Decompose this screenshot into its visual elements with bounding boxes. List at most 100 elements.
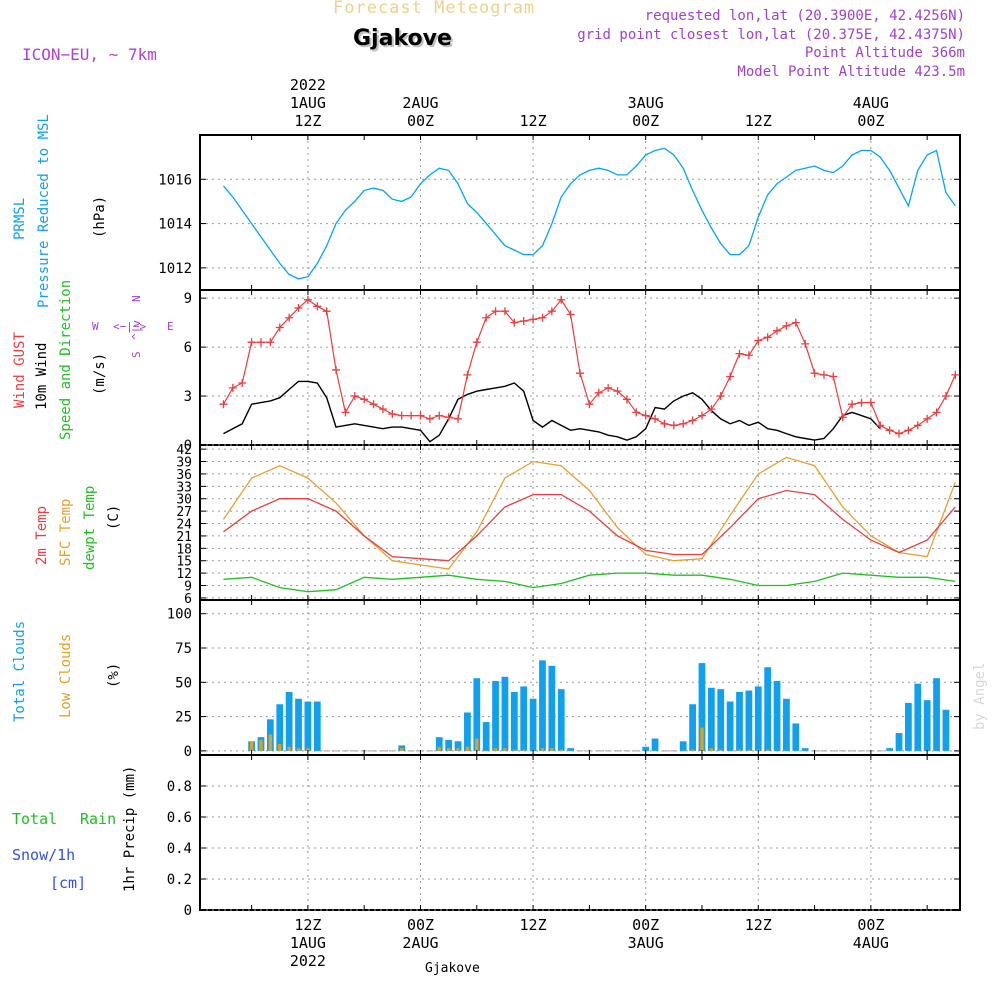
total-cloud-bar	[454, 741, 462, 751]
header-title: Forecast Meteogram	[333, 0, 536, 18]
pressure-label-prmsl: PRMSL	[12, 198, 28, 240]
wind-gust-marker	[754, 336, 763, 345]
wind-gust-marker	[360, 395, 369, 404]
x-axis-top-label: 3AUG	[628, 94, 664, 112]
total-cloud-bar	[689, 704, 696, 751]
wind-gust-marker	[632, 408, 641, 417]
x-axis-bottom-label: 12Z	[294, 916, 321, 934]
dewpt-line	[223, 572, 956, 593]
wind-gust-marker	[810, 369, 819, 378]
wind-gust-marker	[923, 414, 932, 423]
wind-gust-marker	[801, 339, 810, 348]
total-cloud-bar	[914, 683, 922, 751]
total-cloud-bar	[482, 722, 490, 751]
low-cloud-bar	[475, 738, 479, 751]
y-tick-label: 42	[176, 443, 192, 458]
wind-panel-frame	[199, 289, 961, 446]
pressure-panel-frame	[199, 134, 961, 291]
wind-gust-marker	[782, 321, 791, 330]
y-tick-label: 75	[175, 641, 192, 657]
low-cloud-bar	[296, 748, 301, 751]
y-tick-label: 30	[176, 493, 192, 508]
wind-gust-marker	[332, 365, 341, 374]
footer-location: Gjakove	[425, 961, 480, 976]
wind-gust-marker	[932, 408, 941, 417]
wind-gust-marker	[848, 400, 857, 409]
wind-gust-marker	[303, 295, 312, 304]
wind-gust-marker	[557, 295, 566, 304]
total-cloud-bar	[501, 676, 509, 751]
total-cloud-bar	[651, 738, 659, 751]
total-cloud-bar	[276, 704, 284, 751]
wind-gust-marker	[735, 349, 744, 358]
low-cloud-bar	[559, 749, 563, 751]
x-axis-bottom-label: 2022	[290, 952, 326, 970]
wind-gust-marker	[604, 383, 613, 392]
x-axis-bottom-label: 12Z	[520, 916, 547, 934]
x-axis-top-label: 12Z	[294, 112, 321, 130]
wind-gust-marker	[407, 411, 416, 420]
total-cloud-bar	[313, 701, 321, 751]
low-cloud-bar	[259, 739, 263, 751]
wind-gust-marker	[219, 400, 228, 409]
total-cloud-bar	[492, 680, 499, 751]
wind-gust-marker	[266, 338, 275, 347]
wind-gust-label: Wind GUST	[12, 332, 28, 408]
low-cloud-bar	[268, 734, 273, 751]
requested-coords: requested lon,lat (20.3900E, 42.4256N)	[644, 8, 965, 24]
total-cloud-bar	[698, 663, 706, 751]
y-tick-label: 0.2	[167, 872, 192, 888]
total-cloud-bar	[754, 686, 762, 751]
model-name: ICON−EU, ∼ 7km	[22, 45, 157, 64]
wind-gust-line	[222, 298, 956, 435]
wind-10m-label: 10m Wind	[34, 343, 50, 410]
wind-gust-marker	[397, 411, 406, 420]
grid-lines	[200, 135, 960, 911]
low-cloud-bar	[737, 749, 742, 751]
x-axis-top-label: 4AUG	[853, 94, 889, 112]
total-cloud-bar	[726, 701, 734, 751]
y-tick-label: 9	[184, 580, 192, 595]
precip-rain-label: Rain	[80, 810, 116, 828]
low-cloud-bar	[709, 748, 714, 751]
total-cloud-bar	[435, 737, 443, 751]
model-altitude: Model Point Altitude 423.5m	[737, 64, 965, 80]
wind-gust-marker	[547, 307, 556, 316]
total-cloud-bar	[304, 701, 312, 751]
cloud-unit: (%)	[106, 663, 122, 688]
total-cloud-bar	[942, 709, 950, 751]
wind-gust-marker	[247, 338, 256, 347]
credit-label: by Angel	[972, 663, 988, 730]
pressure-line	[223, 147, 956, 280]
wind-gust-marker	[763, 333, 772, 342]
low-cloud-bar	[278, 744, 282, 751]
compass-arrows-v: ^|v	[130, 320, 143, 340]
total-cloud-bar	[567, 748, 574, 751]
wind-gust-marker	[613, 387, 622, 396]
low-cloud-bar	[456, 748, 460, 751]
low-cloud-bar	[540, 748, 545, 751]
low-cloud-bar	[249, 741, 254, 751]
x-axis-bottom-label: 00Z	[857, 916, 884, 934]
wind-gust-marker	[679, 419, 688, 428]
wind-gust-marker	[256, 338, 265, 347]
low-clouds-label: Low Clouds	[58, 634, 74, 718]
low-cloud-bar	[719, 749, 723, 751]
low-cloud-bar	[287, 746, 291, 751]
wind-gust-marker	[838, 413, 847, 422]
wind-gust-marker	[585, 400, 594, 409]
total-cloud-bar	[707, 687, 715, 751]
wind-gust-marker	[885, 426, 894, 435]
y-tick-label: 27	[176, 505, 192, 520]
y-tick-label: 0	[184, 744, 192, 760]
y-tick-label: 25	[175, 710, 192, 726]
y-tick-label: 0	[184, 438, 192, 454]
total-cloud-bar	[792, 723, 800, 751]
x-axis-top-label: 12Z	[520, 112, 547, 130]
wind-10m-line	[223, 380, 881, 443]
y-tick-label: 9	[184, 291, 192, 307]
grid-point-coords: grid point closest lon,lat (20.375E, 42.…	[577, 27, 965, 43]
precip-snow-label: Snow/1h	[12, 846, 75, 864]
wind-gust-marker	[275, 323, 284, 332]
wind-gust-marker	[519, 317, 528, 325]
